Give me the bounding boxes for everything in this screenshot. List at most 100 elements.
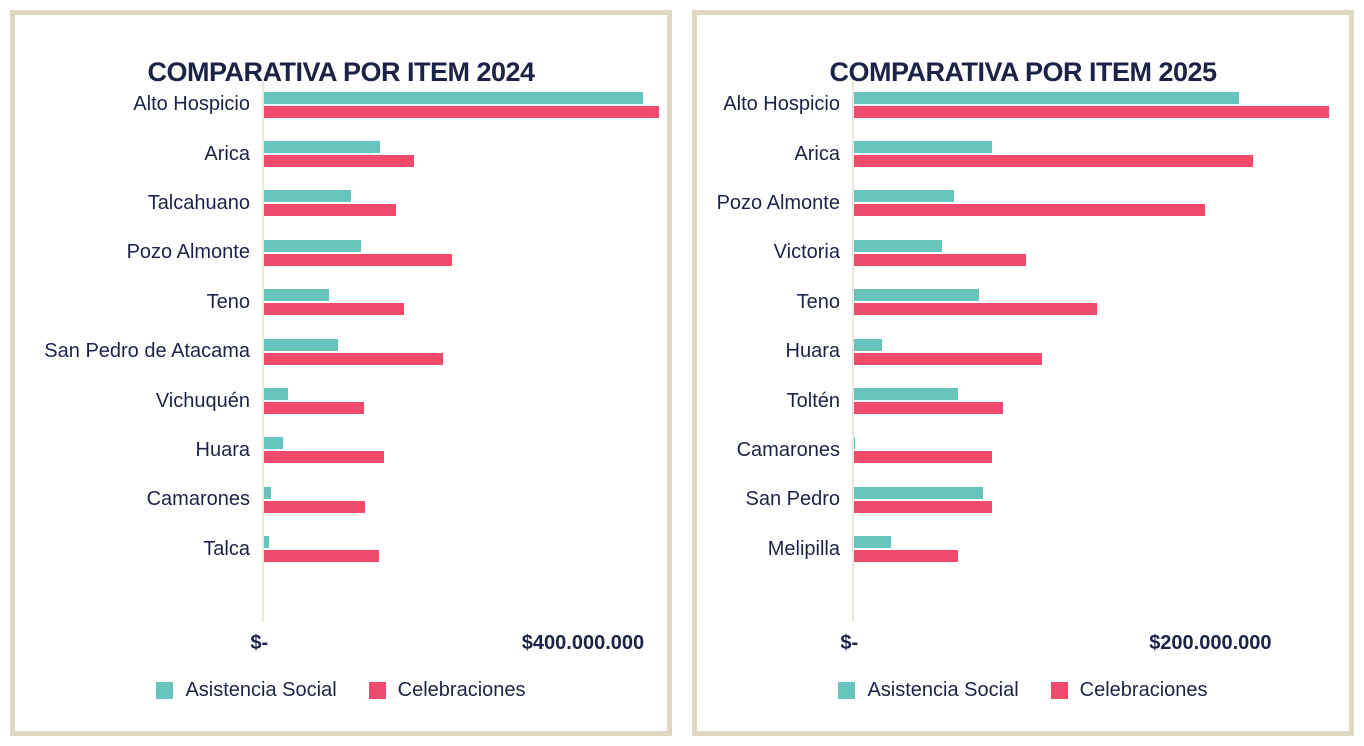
legend-swatch-asistencia-social [838, 682, 856, 699]
bar-group [852, 239, 1334, 266]
x-axis-tick-label: $- [840, 632, 859, 654]
category-label: Talcahuano [147, 191, 250, 214]
category-label: Alto Hospicio [723, 93, 840, 116]
bar-celebraciones [852, 155, 1254, 168]
bar-group [262, 141, 660, 168]
bar-asistencia-social [852, 536, 892, 549]
legend-item-asistencia-social: Asistencia Social [838, 679, 1019, 702]
bar-asistencia-social [852, 486, 983, 499]
bar-asistencia-social [852, 388, 958, 401]
bar-group [852, 289, 1334, 316]
chart-row: Teno [15, 278, 667, 327]
chart-row: Huara [15, 426, 667, 475]
bar-asistencia-social [262, 141, 380, 154]
bar-celebraciones [262, 303, 405, 316]
bar-celebraciones [262, 105, 660, 118]
category-label: Camarones [736, 438, 840, 461]
bar-asistencia-social [262, 338, 339, 351]
legend-item-celebraciones: Celebraciones [368, 679, 526, 702]
category-label: Alto Hospicio [133, 93, 250, 116]
chart-row: Victoria [697, 228, 1349, 277]
category-label: Toltén [786, 389, 840, 412]
category-label: Melipilla [767, 537, 840, 560]
bar-celebraciones [262, 253, 453, 266]
legend-label: Celebraciones [397, 679, 526, 701]
legend-item-celebraciones: Celebraciones [1050, 679, 1208, 702]
bar-celebraciones [262, 155, 414, 168]
category-label: San Pedro de Atacama [44, 340, 250, 363]
category-label: Teno [206, 290, 250, 313]
chart-row: Alto Hospicio [697, 80, 1349, 129]
chart-row: Pozo Almonte [697, 179, 1349, 228]
rows: Alto Hospicio Arica Talcahuano Pozo Almonte… [15, 80, 667, 574]
bar-asistencia-social [262, 239, 361, 252]
chart-row: Vichuquén [15, 376, 667, 425]
x-axis: $- $400.000.000 [250, 632, 660, 660]
legend-swatch-celebraciones [1050, 682, 1068, 699]
bar-group [852, 190, 1334, 217]
bar-group [262, 289, 660, 316]
bar-asistencia-social [262, 190, 352, 203]
bar-group [852, 486, 1334, 513]
bar-celebraciones [262, 550, 380, 563]
bar-group [852, 91, 1334, 118]
bar-celebraciones [852, 204, 1205, 217]
bar-celebraciones [852, 550, 958, 563]
bar-celebraciones [262, 451, 384, 464]
bar-group [262, 536, 660, 563]
chart-row: Camarones [697, 426, 1349, 475]
bar-asistencia-social [852, 141, 992, 154]
chart-row: Huara [697, 327, 1349, 376]
bar-group [852, 437, 1334, 464]
bar-group [262, 388, 660, 415]
chart-row: Arica [697, 129, 1349, 178]
category-label: Pozo Almonte [716, 191, 840, 214]
legend-swatch-celebraciones [368, 682, 386, 699]
chart-title: COMPARATIVA POR ITEM 2024 [147, 57, 535, 88]
bar-asistencia-social [852, 91, 1240, 104]
x-axis: $- $200.000.000 [840, 632, 1334, 660]
chart-row: Alto Hospicio [15, 80, 667, 129]
rows: Alto Hospicio Arica Pozo Almonte Victoria Te… [697, 80, 1349, 574]
chart-card-2024: COMPARATIVA POR ITEM 2024 Alto Hospicio A… [10, 10, 672, 736]
legend-label: Asistencia Social [867, 679, 1019, 701]
bar-group [262, 338, 660, 365]
category-label: Vichuquén [155, 389, 250, 412]
legend-label: Celebraciones [1079, 679, 1208, 701]
bar-asistencia-social [262, 388, 288, 401]
category-label: Huara [785, 340, 840, 363]
chart-row: Camarones [15, 475, 667, 524]
bar-asistencia-social [262, 437, 283, 450]
bar-celebraciones [262, 204, 396, 217]
bar-celebraciones [852, 451, 992, 464]
bar-group [262, 190, 660, 217]
bar-group [262, 437, 660, 464]
bar-asistencia-social [852, 338, 883, 351]
x-axis-tick-label: $- [250, 632, 269, 654]
bar-group [262, 239, 660, 266]
category-label: Arica [204, 142, 250, 165]
legend-item-asistencia-social: Asistencia Social [156, 679, 337, 702]
bar-asistencia-social [262, 486, 271, 499]
y-axis-line [852, 80, 854, 622]
bar-group [852, 536, 1334, 563]
x-axis-tick-label: $200.000.000 [1149, 632, 1272, 654]
legend: Asistencia Social Celebraciones [15, 679, 667, 702]
bar-celebraciones [852, 253, 1026, 266]
legend-swatch-asistencia-social [156, 682, 174, 699]
chart-row: Pozo Almonte [15, 228, 667, 277]
legend: Asistencia Social Celebraciones [697, 679, 1349, 702]
bar-celebraciones [852, 500, 992, 513]
chart-row: Toltén [697, 376, 1349, 425]
bar-asistencia-social [852, 289, 980, 302]
bar-group [262, 91, 660, 118]
bar-asistencia-social [262, 536, 270, 549]
y-axis-line [262, 80, 264, 622]
chart-row: Melipilla [697, 525, 1349, 574]
category-label: Arica [794, 142, 840, 165]
category-label: Huara [195, 438, 250, 461]
bar-asistencia-social [852, 190, 955, 203]
bar-asistencia-social [262, 289, 329, 302]
bar-group [262, 486, 660, 513]
bar-celebraciones [852, 402, 1003, 415]
